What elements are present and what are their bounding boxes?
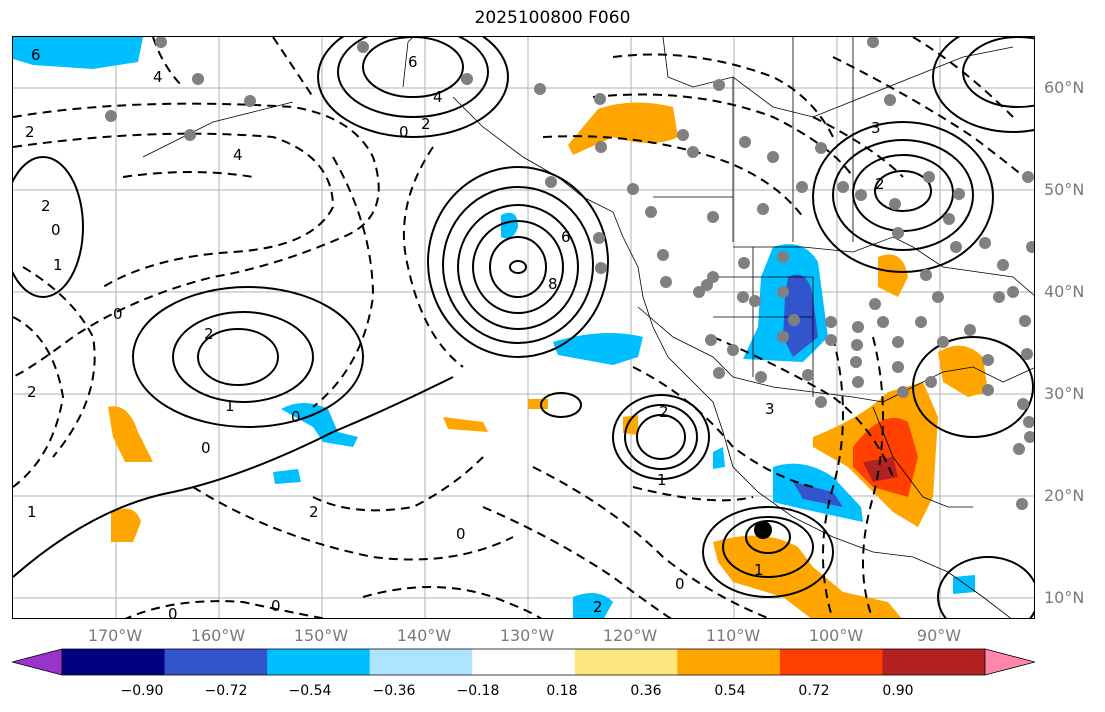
colorbar-segment	[62, 649, 166, 675]
lon-label: 170°W	[87, 626, 143, 645]
station-dots	[105, 37, 1034, 510]
contour-label: 2	[27, 383, 37, 401]
colorbar-segment	[369, 649, 473, 675]
contour-label: 0	[51, 221, 61, 239]
colorbar-tick-label: −0.72	[204, 683, 248, 699]
colorbar-tick-label: −0.18	[456, 683, 500, 699]
lat-label: 50°N	[1044, 180, 1085, 199]
contour-label: 1	[53, 256, 63, 274]
solid-contours	[13, 37, 1034, 618]
contour-label: 0	[399, 123, 409, 141]
map-panel: 6 4 2 0 2 4 6 8 2 1 0 3 2 1 0 6 4 2 0 2 …	[12, 36, 1035, 619]
contour-label: 0	[168, 605, 178, 619]
contour-label: 2	[421, 115, 431, 133]
colorbar-segment	[779, 649, 883, 675]
map-canvas: 6 4 2 0 2 4 6 8 2 1 0 3 2 1 0 6 4 2 0 2 …	[13, 37, 1034, 619]
figure-title: 2025100800 F060	[474, 8, 631, 28]
colorbar-segment	[882, 649, 986, 675]
lon-label: 110°W	[705, 626, 761, 645]
contour-label: 2	[41, 197, 51, 215]
lon-label: 150°W	[293, 626, 349, 645]
contour-label: 4	[433, 88, 443, 106]
lon-label: 120°W	[602, 626, 658, 645]
contour-label: 3	[871, 119, 881, 137]
colorbar-segment	[164, 649, 268, 675]
colorbar	[12, 648, 1035, 676]
contour-label: 3	[765, 400, 775, 418]
shaded-fields	[13, 37, 988, 618]
contour-label: 0	[675, 575, 685, 593]
contour-label: 6	[31, 46, 41, 64]
contour-label: 0	[271, 597, 281, 615]
colorbar-tick-label: 0.90	[882, 683, 914, 699]
lat-label: 40°N	[1044, 282, 1085, 301]
dashed-contours	[13, 37, 1034, 618]
lat-label: 20°N	[1044, 486, 1085, 505]
contour-label: 2	[593, 598, 603, 616]
contour-label: 0	[291, 408, 301, 426]
contour-label: 4	[233, 146, 243, 164]
lon-label: 100°W	[808, 626, 864, 645]
contour-label: 2	[309, 503, 319, 521]
colorbar-extend-high	[985, 649, 1035, 675]
contour-label: 0	[113, 305, 123, 323]
colorbar-segment	[267, 649, 371, 675]
contour-label: 6	[561, 228, 571, 246]
contour-label: 1	[225, 397, 235, 415]
lat-label: 30°N	[1044, 384, 1085, 403]
contour-label: 2	[875, 175, 885, 193]
lon-label: 90°W	[916, 626, 962, 645]
colorbar-segment	[472, 649, 576, 675]
contour-label: 1	[657, 471, 667, 489]
colorbar-tick-label: 0.18	[546, 683, 578, 699]
colorbar-tick-label: 0.36	[630, 683, 662, 699]
contour-label: 0	[201, 439, 211, 457]
contour-label: 2	[204, 325, 214, 343]
contour-label: 1	[754, 561, 764, 579]
lon-label: 140°W	[396, 626, 452, 645]
contour-label: 0	[456, 525, 466, 543]
lat-label: 60°N	[1044, 78, 1085, 97]
colorbar-tick-label: 0.54	[714, 683, 746, 699]
colorbar-segment	[574, 649, 678, 675]
contour-label: 4	[153, 68, 163, 86]
lon-label: 160°W	[190, 626, 246, 645]
contour-label: 6	[408, 53, 418, 71]
lat-label: 10°N	[1044, 588, 1085, 607]
contour-labels: 6 4 2 0 2 4 6 8 2 1 0 3 2 1 0 6 4 2 0 2 …	[25, 46, 885, 619]
colorbar-extend-low	[12, 649, 62, 675]
colorbar-tick-label: −0.36	[372, 683, 416, 699]
contour-label: 1	[27, 503, 37, 521]
colorbar-tick-label: 0.72	[798, 683, 830, 699]
contour-label: 2	[659, 403, 669, 421]
contour-label: 2	[25, 123, 35, 141]
black-marker	[754, 521, 772, 539]
colorbar-segment	[677, 649, 781, 675]
lon-label: 130°W	[499, 626, 555, 645]
contour-label: 8	[548, 275, 558, 293]
colorbar-tick-label: −0.54	[288, 683, 332, 699]
colorbar-tick-label: −0.90	[120, 683, 164, 699]
